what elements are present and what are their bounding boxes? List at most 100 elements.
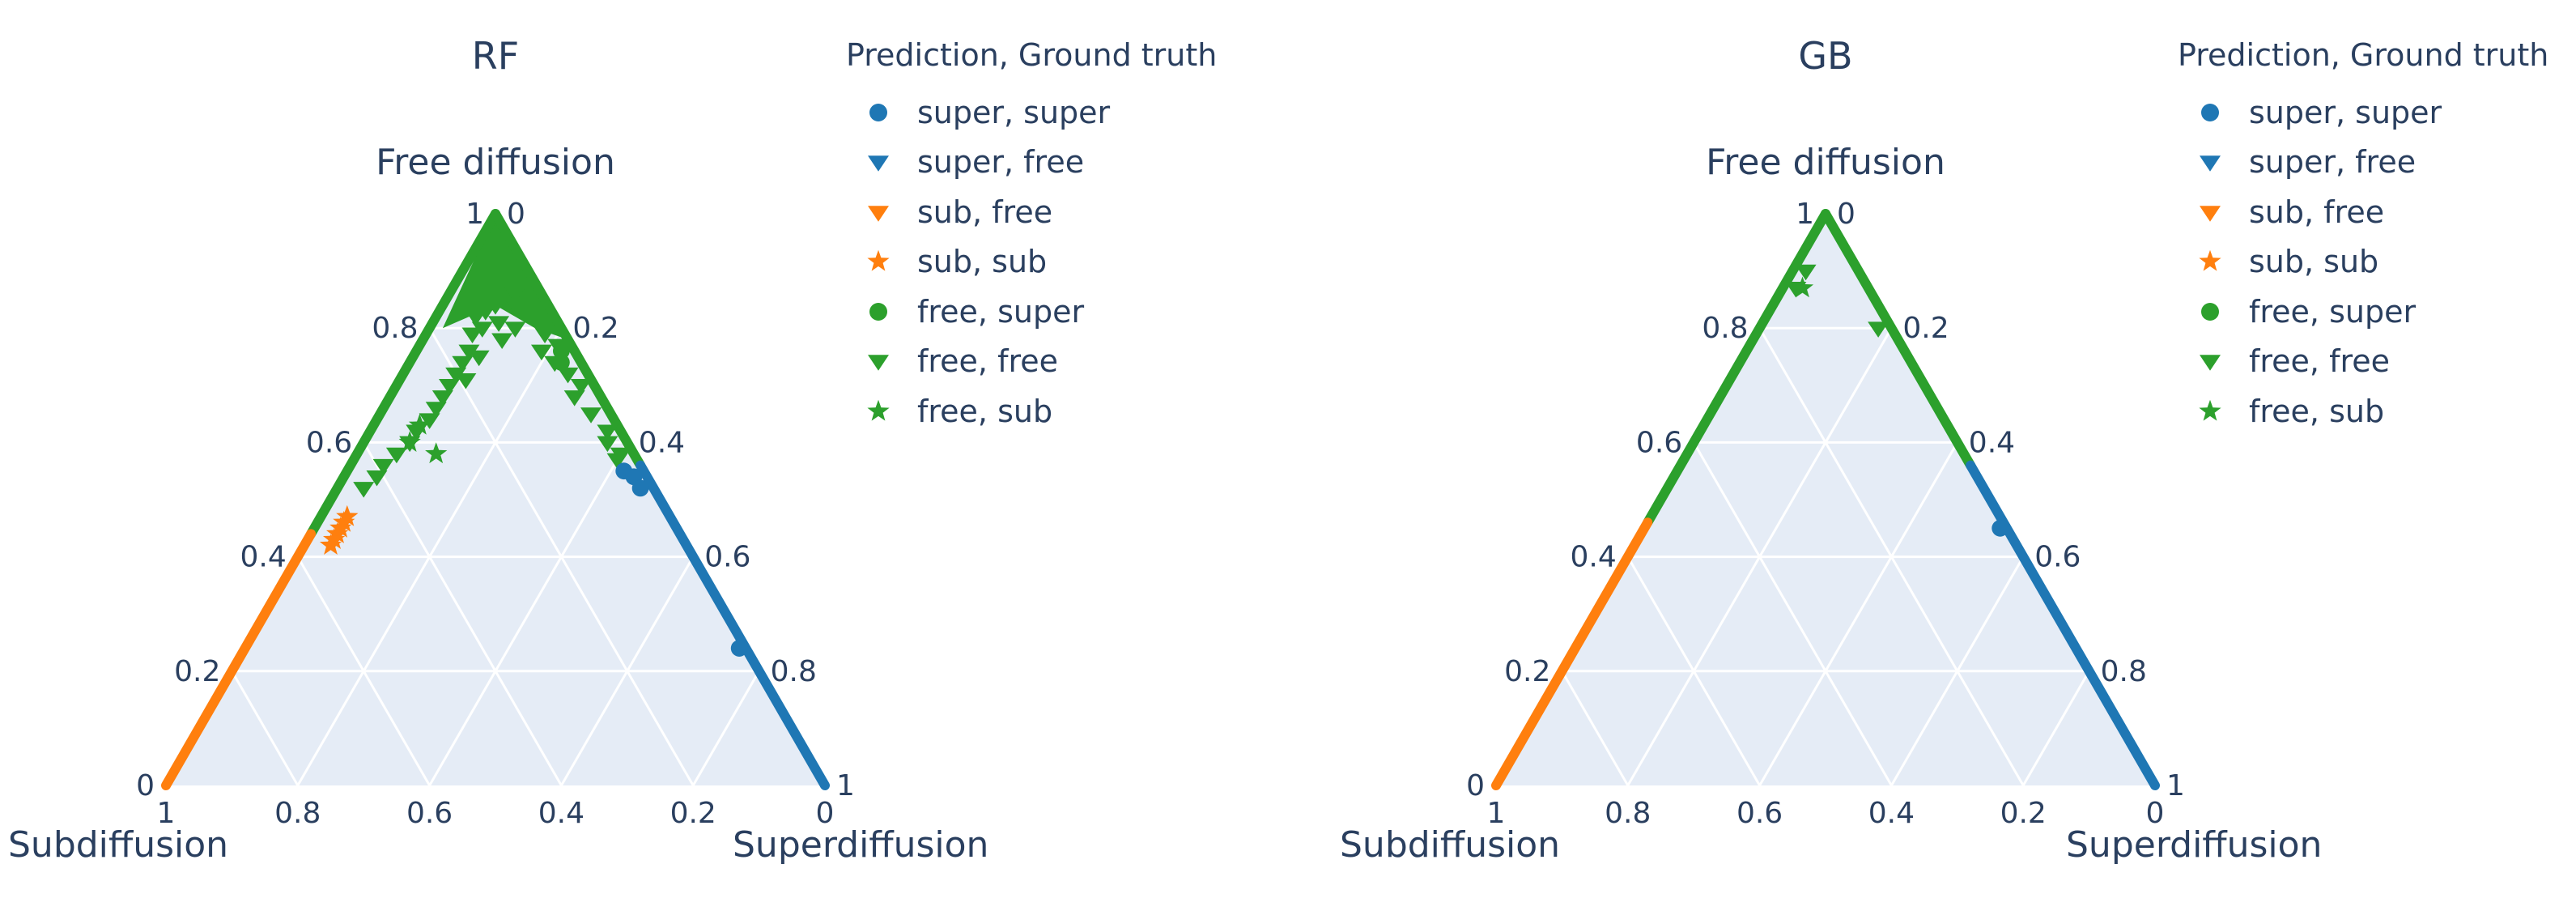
grid-line-c [1758,441,1959,786]
tick-label-b: 0.2 [2000,797,2047,830]
circle-marker-icon [846,96,911,129]
legend-item[interactable]: free, sub [2178,386,2548,436]
data-point [1868,321,1889,338]
data-point [534,327,556,343]
data-point [504,287,526,304]
legend-marker [867,249,890,271]
data-point [631,479,649,497]
star-marker-icon [846,395,911,428]
data-point [491,287,513,304]
tick-label-c: 0.4 [639,426,685,459]
data-point [474,281,496,298]
grid-lines [231,326,760,786]
legend-item[interactable]: super, free [846,138,1217,188]
tick-label-c: 0.2 [572,312,618,345]
data-point [452,355,474,372]
axis-title-b-gb: Subdiffusion [1340,824,1561,866]
tick-label-b: 0 [816,797,835,830]
star-marker-icon [846,245,911,278]
legend-item[interactable]: free, super [846,287,1217,337]
legend-item[interactable]: sub, free [2178,187,2548,237]
legend-item-label: sub, sub [917,244,1048,280]
tick-label-a: 0 [1466,769,1485,802]
triangle-down-marker-icon [846,196,911,228]
legend-item-label: sub, free [917,194,1053,230]
data-point [425,402,447,418]
legend-marker-shape [867,399,890,421]
legend-marker-shape [868,205,889,222]
data-point [366,470,388,487]
tick-label-b: 0.2 [670,797,716,830]
tick-label-a: 0.6 [306,426,352,459]
legend-item[interactable]: free, free [2178,337,2548,387]
tick-label-c: 0.4 [1969,426,2015,459]
legend-marker [869,302,887,321]
data-point [504,321,526,338]
tick-label-c: 0.6 [704,541,750,574]
tick-label-a: 0.4 [240,541,287,574]
legend-marker [2201,103,2219,121]
data-point [431,390,453,406]
triangle-down-marker-icon [2178,146,2242,178]
legend-marker-shape [2201,103,2219,121]
legend-item[interactable]: sub, sub [2178,237,2548,287]
legend-item-label: super, free [2249,144,2417,181]
tick-label-a: 0.2 [174,655,220,688]
edge-band-super-super [1966,460,2160,790]
edge-band-sub-sub [1491,517,1653,790]
tick-label-b: 1 [1487,797,1506,830]
data-point [730,640,748,657]
data-point [597,436,618,453]
tick-label-a: 1 [1796,198,1814,231]
legend-marker-shape [2201,302,2219,321]
tick-label-a: 0.8 [1702,312,1748,345]
legend-marker [2199,249,2221,271]
legend-item[interactable]: free, free [846,337,1217,387]
legend-item[interactable]: sub, free [846,187,1217,237]
legend-item[interactable]: super, super [2178,87,2548,138]
data-point [398,431,421,452]
series-super-super [1992,519,2009,537]
triangle-down-marker-icon [846,146,911,178]
legend-items: super, super super, free sub, free sub, sub… [2178,87,2548,436]
data-point [606,453,628,470]
tick-labels: 00.20.40.60.81 00.20.40.60.8100.20.40.60.… [1466,198,2185,830]
edge-band-super-super [635,460,830,790]
tick-label-c: 0.8 [771,655,817,688]
legend-item[interactable]: super, super [846,87,1217,138]
data-point [491,333,513,350]
legend-item[interactable]: super, free [2178,138,2548,188]
data-point [385,447,407,464]
legend-marker [868,205,889,222]
legend-marker-shape [868,355,889,371]
tick-label-a: 0 [136,769,155,802]
circle-marker-icon [2178,96,2242,129]
legend-marker [2201,302,2219,321]
data-point [580,407,602,423]
data-point [491,264,513,281]
legend-item[interactable]: free, sub [846,386,1217,436]
legend-item-label: free, super [917,293,1085,330]
grid-line-b [1692,441,1893,786]
grid-line-c [560,555,695,786]
grid-line-b [296,555,431,786]
legend-gb: Prediction, Ground truth super, super sup… [2178,37,2548,436]
triangle-down-marker-icon [846,345,911,377]
tick-label-b: 0 [2146,797,2165,830]
star-marker-icon [2178,395,2242,428]
series-super-super [615,462,748,657]
data-point [336,504,359,526]
legend-item[interactable]: free, super [2178,287,2548,337]
grid-line-b [1626,555,1761,786]
grid-line-c [428,441,629,786]
tick-label-c: 0.8 [2101,655,2147,688]
legend-item[interactable]: sub, sub [846,237,1217,287]
legend-marker [869,103,887,121]
data-point [553,354,570,371]
legend-items: super, super super, free sub, free sub, sub… [846,87,1217,436]
legend-marker-shape [2199,249,2221,271]
data-point [1992,519,2009,537]
series-free-sub [398,413,448,464]
data-point [597,424,618,440]
data-point [329,517,352,538]
